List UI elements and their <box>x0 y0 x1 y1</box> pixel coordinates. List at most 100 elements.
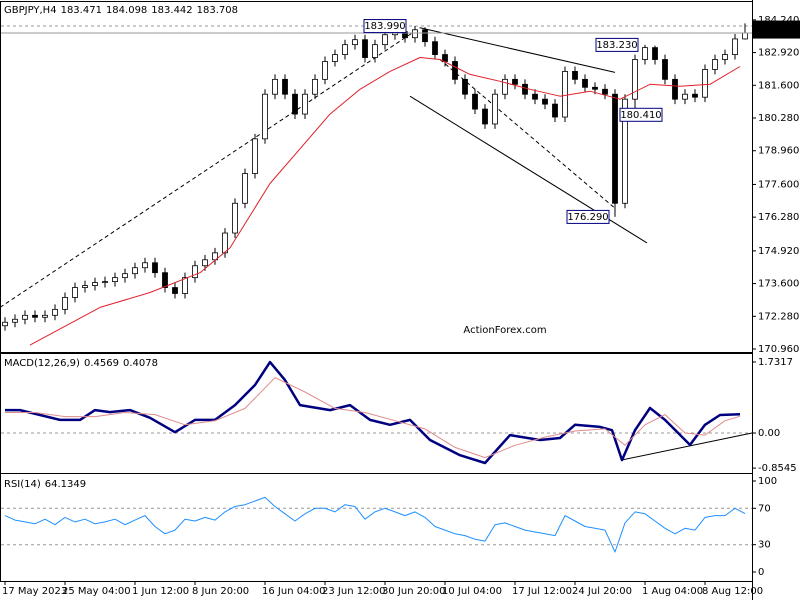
candle-body <box>262 93 268 140</box>
y-tick-label: 178.960 <box>758 146 799 157</box>
candle-body <box>232 202 238 234</box>
candle-body <box>142 262 148 269</box>
y-tick-label: 1.7317 <box>758 357 793 368</box>
candle-body <box>132 267 138 275</box>
price-box-label: 183.990 <box>758 21 799 32</box>
candle-body <box>222 232 228 254</box>
candle-body <box>662 59 668 80</box>
x-tick-label: 17 Jul 12:00 <box>512 586 572 597</box>
candle-body <box>82 285 88 288</box>
x-tick-label: 17 May 2023 <box>2 586 67 597</box>
candle-body <box>302 93 308 115</box>
y-tick-label: -0.8545 <box>758 463 797 474</box>
candle-body <box>22 314 28 320</box>
candle-body <box>442 54 448 62</box>
candle-body <box>692 93 698 98</box>
candle-body <box>602 88 608 95</box>
candle-body <box>192 265 198 279</box>
candle-body <box>332 54 338 62</box>
y-tick-label: 100 <box>758 476 777 487</box>
candle-body <box>642 47 648 60</box>
trend-line <box>620 432 753 461</box>
trend-line <box>0 27 421 308</box>
header-value: 183.471 <box>61 5 102 16</box>
trend-line <box>419 27 616 73</box>
candle-body <box>732 38 738 55</box>
candle-body <box>102 281 108 284</box>
candle-body <box>702 69 708 98</box>
y-tick-label: 176.280 <box>758 212 799 223</box>
candle-body <box>292 93 298 115</box>
candle-body <box>242 173 248 204</box>
candle-body <box>202 259 208 267</box>
annotation-label: 180.410 <box>620 110 661 121</box>
candle-body <box>322 61 328 80</box>
candle-body <box>172 287 178 294</box>
indicator-name: MACD(12,26,9) <box>4 358 80 369</box>
y-tick-label: 0.00 <box>758 428 780 439</box>
x-tick-label: 25 May 04:00 <box>62 586 131 597</box>
candle-body <box>592 86 598 90</box>
x-tick-label: 10 Jul 04:00 <box>442 586 502 597</box>
candle-body <box>522 83 528 95</box>
header-value: 183.708 <box>197 5 238 16</box>
candle-body <box>672 78 678 100</box>
candle-body <box>62 297 68 310</box>
y-tick-label: 184.240 <box>758 15 799 26</box>
candle-body <box>342 44 348 55</box>
annotation-label: 176.290 <box>567 212 608 223</box>
y-tick-label: 177.600 <box>758 179 799 190</box>
candle-body <box>552 103 558 118</box>
candle-body <box>582 78 588 88</box>
y-tick-label: 70 <box>758 503 771 514</box>
candle-body <box>2 321 8 327</box>
candle-body <box>272 78 278 95</box>
y-tick-label: 174.920 <box>758 246 799 257</box>
candle-body <box>32 314 38 318</box>
indicator-value: 0.4078 <box>123 358 158 369</box>
header-value: 183.442 <box>151 5 192 16</box>
annotation-box <box>595 37 639 52</box>
candle-body <box>422 29 428 43</box>
candle-body <box>542 98 548 105</box>
x-tick-label: 8 Aug 12:00 <box>702 586 763 597</box>
y-tick-label: 0 <box>758 567 764 578</box>
watermark: ActionForex.com <box>463 325 546 336</box>
candle-body <box>412 29 418 39</box>
candle-body <box>502 78 508 95</box>
candle-body <box>372 44 378 58</box>
candle-body <box>532 93 538 100</box>
annotation-label: 183.230 <box>596 40 637 51</box>
candle-body <box>612 93 618 204</box>
y-tick-label: 173.600 <box>758 279 799 290</box>
candle-body <box>152 262 158 274</box>
candle-body <box>622 98 628 204</box>
y-tick-label: 170.960 <box>758 344 799 355</box>
indicator-name: RSI(14) <box>4 479 41 490</box>
candle-body <box>352 39 358 46</box>
x-tick-label: 30 Jun 20:00 <box>382 586 446 597</box>
indicator-header: MACD(12,26,9) 0.4569 0.4078 <box>4 358 158 369</box>
candle-body <box>682 93 688 100</box>
candle-body <box>42 314 48 318</box>
y-tick-label: 182.920 <box>758 48 799 59</box>
candle-body <box>462 78 468 95</box>
candle-body <box>632 59 638 100</box>
indicator-line <box>5 377 741 459</box>
candle-body <box>742 32 748 40</box>
candle-body <box>252 138 258 174</box>
candle-body <box>182 277 188 294</box>
indicator-value: 0.4569 <box>84 358 119 369</box>
candle-body <box>562 71 568 118</box>
candle-body <box>362 39 368 58</box>
candle-body <box>572 71 578 80</box>
candle-body <box>492 93 498 125</box>
candle-body <box>452 61 458 80</box>
candle-body <box>112 277 118 283</box>
annotation-box <box>619 107 663 122</box>
x-tick-label: 16 Jun 04:00 <box>262 586 326 597</box>
candle-body <box>92 282 98 286</box>
x-tick-label: 23 Jun 12:00 <box>322 586 386 597</box>
candle-body <box>482 108 488 125</box>
